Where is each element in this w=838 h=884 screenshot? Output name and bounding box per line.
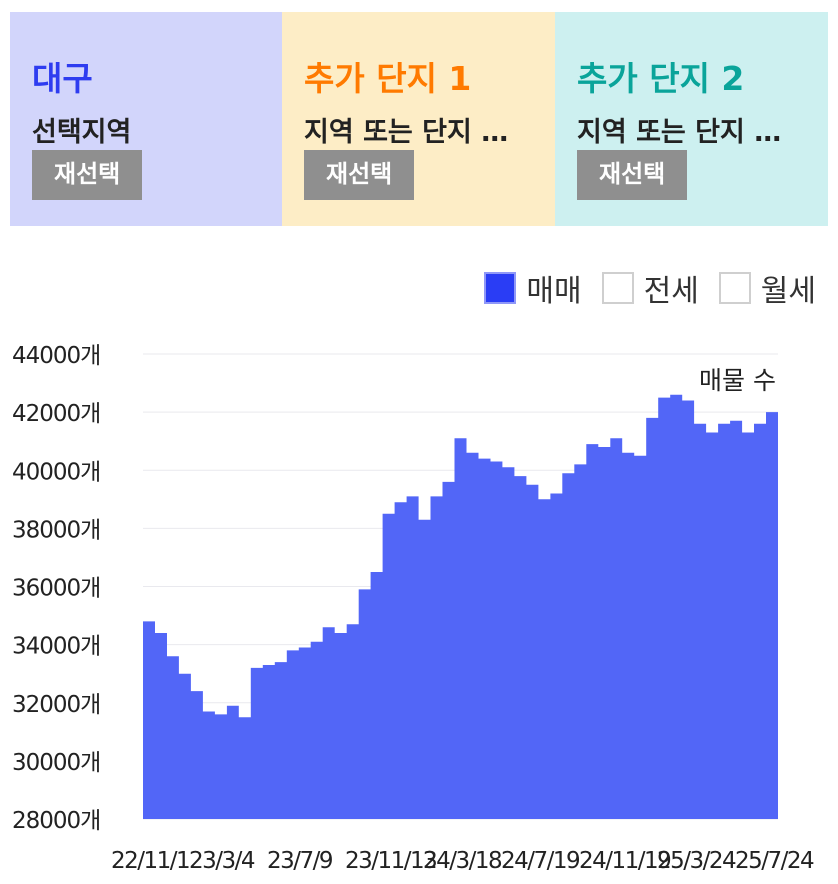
checkbox-icon[interactable] bbox=[718, 272, 751, 304]
x-tick-label: 25/3/24 bbox=[657, 848, 736, 874]
legend-item-sale[interactable]: 매매 bbox=[484, 266, 582, 310]
x-tick-label: 24/11/19 bbox=[579, 848, 671, 874]
region-subtitle[interactable]: 지역 또는 단지 … bbox=[577, 117, 782, 148]
chart-legend: 매매 전세 월세 bbox=[464, 266, 816, 310]
region-title: 추가 단지 1 bbox=[304, 59, 472, 98]
y-tick-label: 38000개 bbox=[12, 517, 100, 543]
x-tick-label: 23/7/9 bbox=[267, 848, 333, 874]
region-selector: 대구 선택지역 재선택 추가 단지 1 지역 또는 단지 … 재선택 추가 단지… bbox=[10, 12, 828, 226]
reselect-button[interactable]: 재선택 bbox=[577, 150, 688, 200]
y-tick-label: 30000개 bbox=[12, 750, 100, 776]
x-tick-label: 24/7/19 bbox=[501, 848, 580, 874]
region-card-extra-1: 추가 단지 1 지역 또는 단지 … 재선택 bbox=[282, 12, 555, 226]
checkbox-icon[interactable] bbox=[601, 272, 634, 304]
y-tick-label: 34000개 bbox=[12, 634, 100, 660]
legend-item-monthly[interactable]: 월세 bbox=[718, 266, 816, 310]
legend-label: 매매 bbox=[526, 274, 582, 309]
region-card-main: 대구 선택지역 재선택 bbox=[10, 12, 282, 226]
checkbox-icon[interactable] bbox=[484, 272, 517, 304]
x-tick-label: 23/3/4 bbox=[189, 848, 255, 874]
region-subtitle: 선택지역 bbox=[32, 117, 132, 148]
x-tick-label: 24/3/18 bbox=[423, 848, 502, 874]
legend-label: 전세 bbox=[643, 274, 699, 309]
y-tick-label: 44000개 bbox=[12, 343, 100, 369]
region-card-extra-2: 추가 단지 2 지역 또는 단지 … 재선택 bbox=[555, 12, 828, 226]
series-label: 매물 수 bbox=[699, 366, 776, 395]
region-subtitle[interactable]: 지역 또는 단지 … bbox=[304, 117, 509, 148]
y-tick-label: 36000개 bbox=[12, 576, 100, 602]
reselect-button[interactable]: 재선택 bbox=[32, 150, 143, 200]
y-tick-label: 28000개 bbox=[12, 808, 100, 834]
series-area bbox=[143, 394, 778, 819]
legend-label: 월세 bbox=[760, 274, 816, 309]
region-title: 추가 단지 2 bbox=[577, 59, 745, 98]
legend-item-jeonse[interactable]: 전세 bbox=[601, 266, 699, 310]
x-tick-label: 23/11/13 bbox=[345, 848, 436, 874]
y-tick-label: 32000개 bbox=[12, 692, 100, 718]
x-tick-label: 22/11/1 bbox=[111, 848, 189, 874]
listing-count-chart: 44000개 42000개 40000개 38000개 36000개 34000개 3200… bbox=[12, 343, 816, 874]
x-tick-label: 25/7/24 bbox=[735, 848, 814, 874]
region-title: 대구 bbox=[32, 59, 93, 98]
y-tick-label: 40000개 bbox=[12, 459, 100, 485]
y-tick-label: 42000개 bbox=[12, 401, 100, 427]
reselect-button[interactable]: 재선택 bbox=[304, 150, 415, 200]
